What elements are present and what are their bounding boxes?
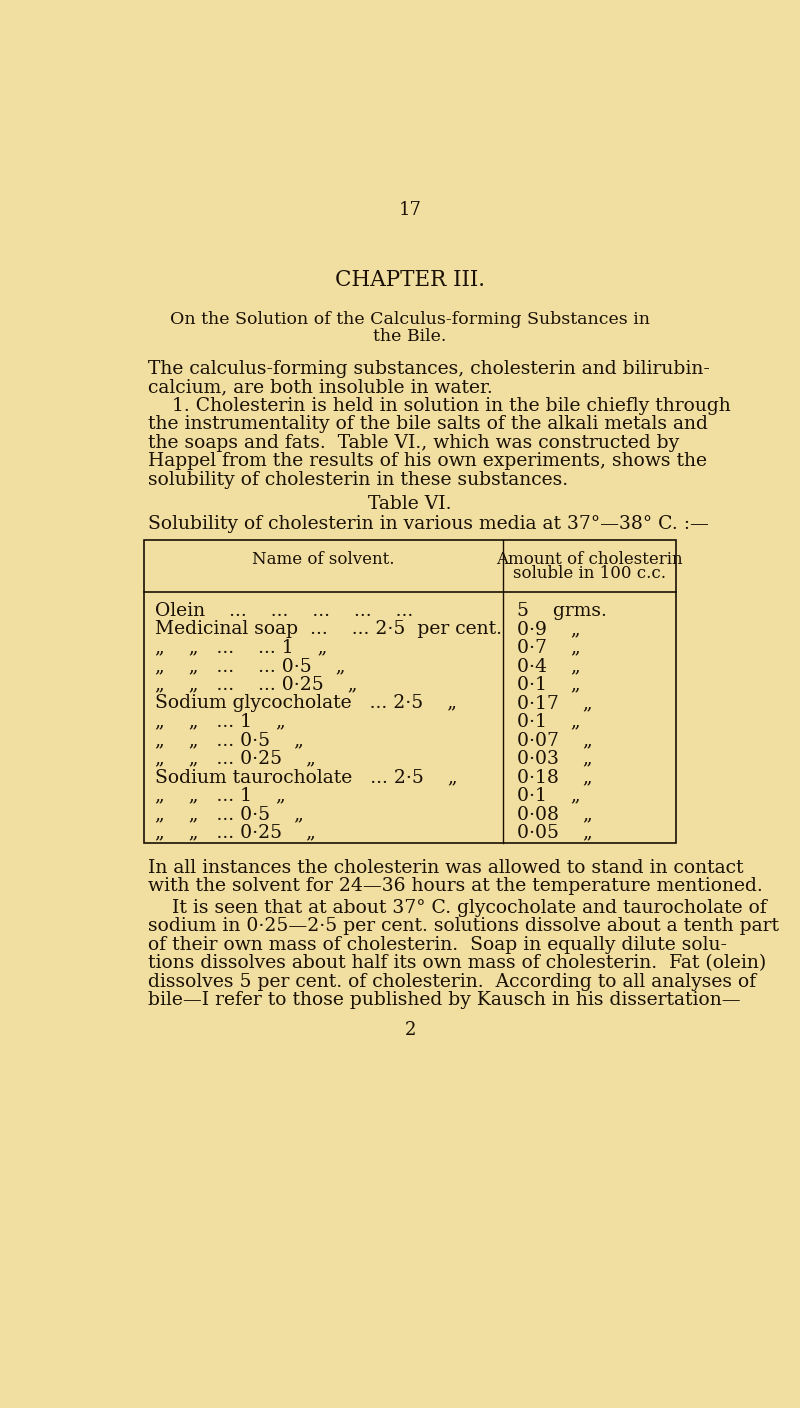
Text: calcium, are both insoluble in water.: calcium, are both insoluble in water. [148,379,493,397]
Text: Medicinal soap  ...    ... 2·5  per cent.: Medicinal soap ... ... 2·5 per cent. [155,620,502,638]
Text: 0·1    „: 0·1 „ [517,712,581,731]
Text: with the solvent for 24—36 hours at the temperature mentioned.: with the solvent for 24—36 hours at the … [148,877,763,895]
Text: CHAPTER III.: CHAPTER III. [335,269,485,291]
Text: 0·17    „: 0·17 „ [517,694,593,712]
Text: Sodium glycocholate   ... 2·5    „: Sodium glycocholate ... 2·5 „ [155,694,457,712]
Text: Name of solvent.: Name of solvent. [252,551,395,567]
Text: 0·07    „: 0·07 „ [517,731,593,749]
Text: Olein    ...    ...    ...    ...    ...: Olein ... ... ... ... ... [155,601,414,620]
Text: the Bile.: the Bile. [374,328,446,345]
Text: 0·18    „: 0·18 „ [517,767,593,786]
Text: „    „   ... 0·25    „: „ „ ... 0·25 „ [155,749,316,767]
Text: 0·08    „: 0·08 „ [517,805,593,824]
Text: dissolves 5 per cent. of cholesterin.  According to all analyses of: dissolves 5 per cent. of cholesterin. Ac… [148,973,756,991]
Text: On the Solution of the Calculus-forming Substances in: On the Solution of the Calculus-forming … [170,311,650,328]
Text: Sodium taurocholate   ... 2·5    „: Sodium taurocholate ... 2·5 „ [155,767,458,786]
Text: Table VI.: Table VI. [368,496,452,514]
Text: 0·1    „: 0·1 „ [517,787,581,804]
Text: the soaps and fats.  Table VI., which was constructed by: the soaps and fats. Table VI., which was… [148,434,679,452]
Text: „    „   ... 0·25    „: „ „ ... 0·25 „ [155,824,316,842]
Text: tions dissolves about half its own mass of cholesterin.  Fat (olein): tions dissolves about half its own mass … [148,955,766,973]
Text: 5    grms.: 5 grms. [517,601,607,620]
Text: It is seen that at about 37° C. glycocholate and taurocholate of: It is seen that at about 37° C. glycocho… [148,898,766,917]
Text: Happel from the results of his own experiments, shows the: Happel from the results of his own exper… [148,452,707,470]
Text: 2: 2 [404,1021,416,1039]
Text: „    „   ... 1    „: „ „ ... 1 „ [155,787,286,804]
Text: 17: 17 [398,201,422,220]
Text: „    „   ...    ... 0·25    „: „ „ ... ... 0·25 „ [155,676,358,694]
Text: „    „   ... 0·5    „: „ „ ... 0·5 „ [155,805,304,824]
Text: 0·05    „: 0·05 „ [517,824,593,842]
Text: soluble in 100 c.c.: soluble in 100 c.c. [513,565,666,582]
Text: The calculus-forming substances, cholesterin and bilirubin-: The calculus-forming substances, cholest… [148,360,710,377]
Text: „    „   ...    ... 1    „: „ „ ... ... 1 „ [155,639,327,656]
Text: sodium in 0·25—2·5 per cent. solutions dissolve about a tenth part: sodium in 0·25—2·5 per cent. solutions d… [148,918,779,935]
Text: of their own mass of cholesterin.  Soap in equally dilute solu-: of their own mass of cholesterin. Soap i… [148,936,727,953]
Text: „    „   ...    ... 0·5    „: „ „ ... ... 0·5 „ [155,658,346,676]
Text: 0·7    „: 0·7 „ [517,639,581,656]
Text: 0·03    „: 0·03 „ [517,749,593,767]
Text: 1. Cholesterin is held in solution in the bile chiefly through: 1. Cholesterin is held in solution in th… [148,397,731,415]
Text: solubility of cholesterin in these substances.: solubility of cholesterin in these subst… [148,470,568,489]
Text: the instrumentality of the bile salts of the alkali metals and: the instrumentality of the bile salts of… [148,415,708,434]
Text: 0·4    „: 0·4 „ [517,658,581,676]
Bar [144,541,676,843]
Text: 0·9    „: 0·9 „ [517,620,581,638]
Text: In all instances the cholesterin was allowed to stand in contact: In all instances the cholesterin was all… [148,859,743,877]
Text: „    „   ... 1    „: „ „ ... 1 „ [155,712,286,731]
Text: 0·1    „: 0·1 „ [517,676,581,694]
Text: bile—I refer to those published by Kausch in his dissertation—: bile—I refer to those published by Kausc… [148,991,741,1010]
Text: Solubility of cholesterin in various media at 37°—38° C. :—: Solubility of cholesterin in various med… [148,515,709,534]
Text: Amount of cholesterin: Amount of cholesterin [496,551,682,567]
Text: „    „   ... 0·5    „: „ „ ... 0·5 „ [155,731,304,749]
